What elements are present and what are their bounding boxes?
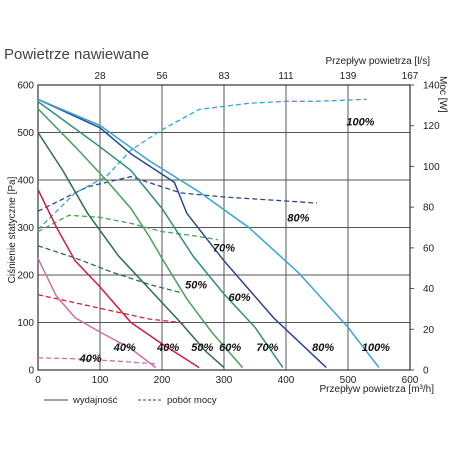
- tick-labels: 0 100 200 300 400 500 600 0 100 200 300 400 500 600 0 2…: [17, 71, 440, 386]
- power-curve-label: 80%: [287, 212, 309, 224]
- pressure-curve-label: 60%: [219, 342, 241, 354]
- x2-tick-label: 28: [94, 71, 106, 82]
- x2-tick-label: 167: [402, 71, 419, 82]
- x2-tick-label: 56: [156, 71, 168, 82]
- x-tick-label: 200: [154, 375, 171, 386]
- x2-tick-label: 83: [218, 71, 230, 82]
- power-curves: [37, 98, 367, 365]
- pressure-curves: [37, 98, 380, 369]
- y-tick-label: 200: [17, 271, 34, 282]
- top-x-axis-label: Przepływ powietrza [l/s]: [326, 56, 431, 67]
- pressure-curve-label: 40%: [156, 342, 179, 354]
- y-tick-label: 300: [17, 223, 34, 234]
- pressure-curve: [37, 98, 327, 369]
- power-curve: [37, 245, 181, 294]
- y2-tick-label: 20: [423, 325, 435, 336]
- y-tick-label: 0: [28, 366, 34, 377]
- grid: [37, 84, 414, 371]
- pressure-curve-label: 70%: [213, 242, 235, 254]
- x2-tick-label: 139: [340, 71, 357, 82]
- bottom-x-axis-label: Przepływ powietrza [m³/h]: [320, 384, 435, 395]
- pressure-curve: [37, 98, 380, 369]
- y2-tick-label: 40: [423, 284, 435, 295]
- pressure-curve-label: 60%: [228, 292, 250, 304]
- x-tick-label: 600: [402, 375, 419, 386]
- power-curve-label: 50%: [185, 280, 207, 292]
- y2-tick-label: 60: [423, 243, 435, 254]
- chart-title: Powietrze nawiewane: [4, 46, 149, 63]
- pressure-curve: [37, 258, 157, 369]
- y2-tick-label: 100: [423, 162, 440, 173]
- power-curve: [37, 214, 218, 241]
- plot-frame: [37, 84, 411, 371]
- right-y-axis-label: Moc [W]: [437, 76, 448, 113]
- curve-labels: 40% 40% 50% 60% 70% 80% 100% 40% 50% 80% 100% 70% 60…: [79, 117, 390, 365]
- pressure-curve-label: 40%: [113, 342, 136, 354]
- legend-dashed-label: pobór mocy: [167, 395, 217, 406]
- pressure-curve-label: 80%: [312, 342, 334, 354]
- power-curve: [37, 294, 187, 324]
- y-tick-label: 100: [17, 318, 34, 329]
- y2-tick-label: 0: [423, 366, 429, 377]
- y2-tick-label: 80: [423, 203, 435, 214]
- left-y-axis-label: Ciśnienie statyczne [Pa]: [7, 176, 18, 283]
- legend-solid-label: wydajność: [72, 395, 118, 406]
- x-tick-label: 0: [35, 375, 41, 386]
- pressure-curve: [37, 100, 284, 369]
- x-tick-label: 500: [340, 375, 357, 386]
- pressure-curve-label: 100%: [362, 342, 390, 354]
- pressure-curve: [37, 189, 200, 369]
- y-tick-label: 500: [17, 128, 34, 139]
- y-tick-label: 400: [17, 176, 34, 187]
- pressure-curve: [37, 132, 225, 369]
- power-curve: [37, 357, 156, 365]
- y2-tick-label: 120: [423, 121, 440, 132]
- legend: wydajność pobór mocy: [44, 395, 217, 406]
- x2-tick-label: 111: [278, 71, 294, 82]
- y2-tick-label: 140: [423, 81, 440, 92]
- pressure-curve: [37, 108, 244, 369]
- x-tick-label: 400: [278, 375, 295, 386]
- x-tick-label: 100: [92, 375, 109, 386]
- pressure-curve-label: 70%: [256, 342, 278, 354]
- power-curve-label: 40%: [79, 353, 102, 365]
- power-curve: [37, 98, 367, 230]
- pressure-curve-label: 50%: [191, 342, 213, 354]
- power-curve: [37, 175, 318, 212]
- y-tick-label: 600: [17, 81, 34, 92]
- x-tick-label: 300: [216, 375, 233, 386]
- power-curve-label: 100%: [346, 117, 374, 129]
